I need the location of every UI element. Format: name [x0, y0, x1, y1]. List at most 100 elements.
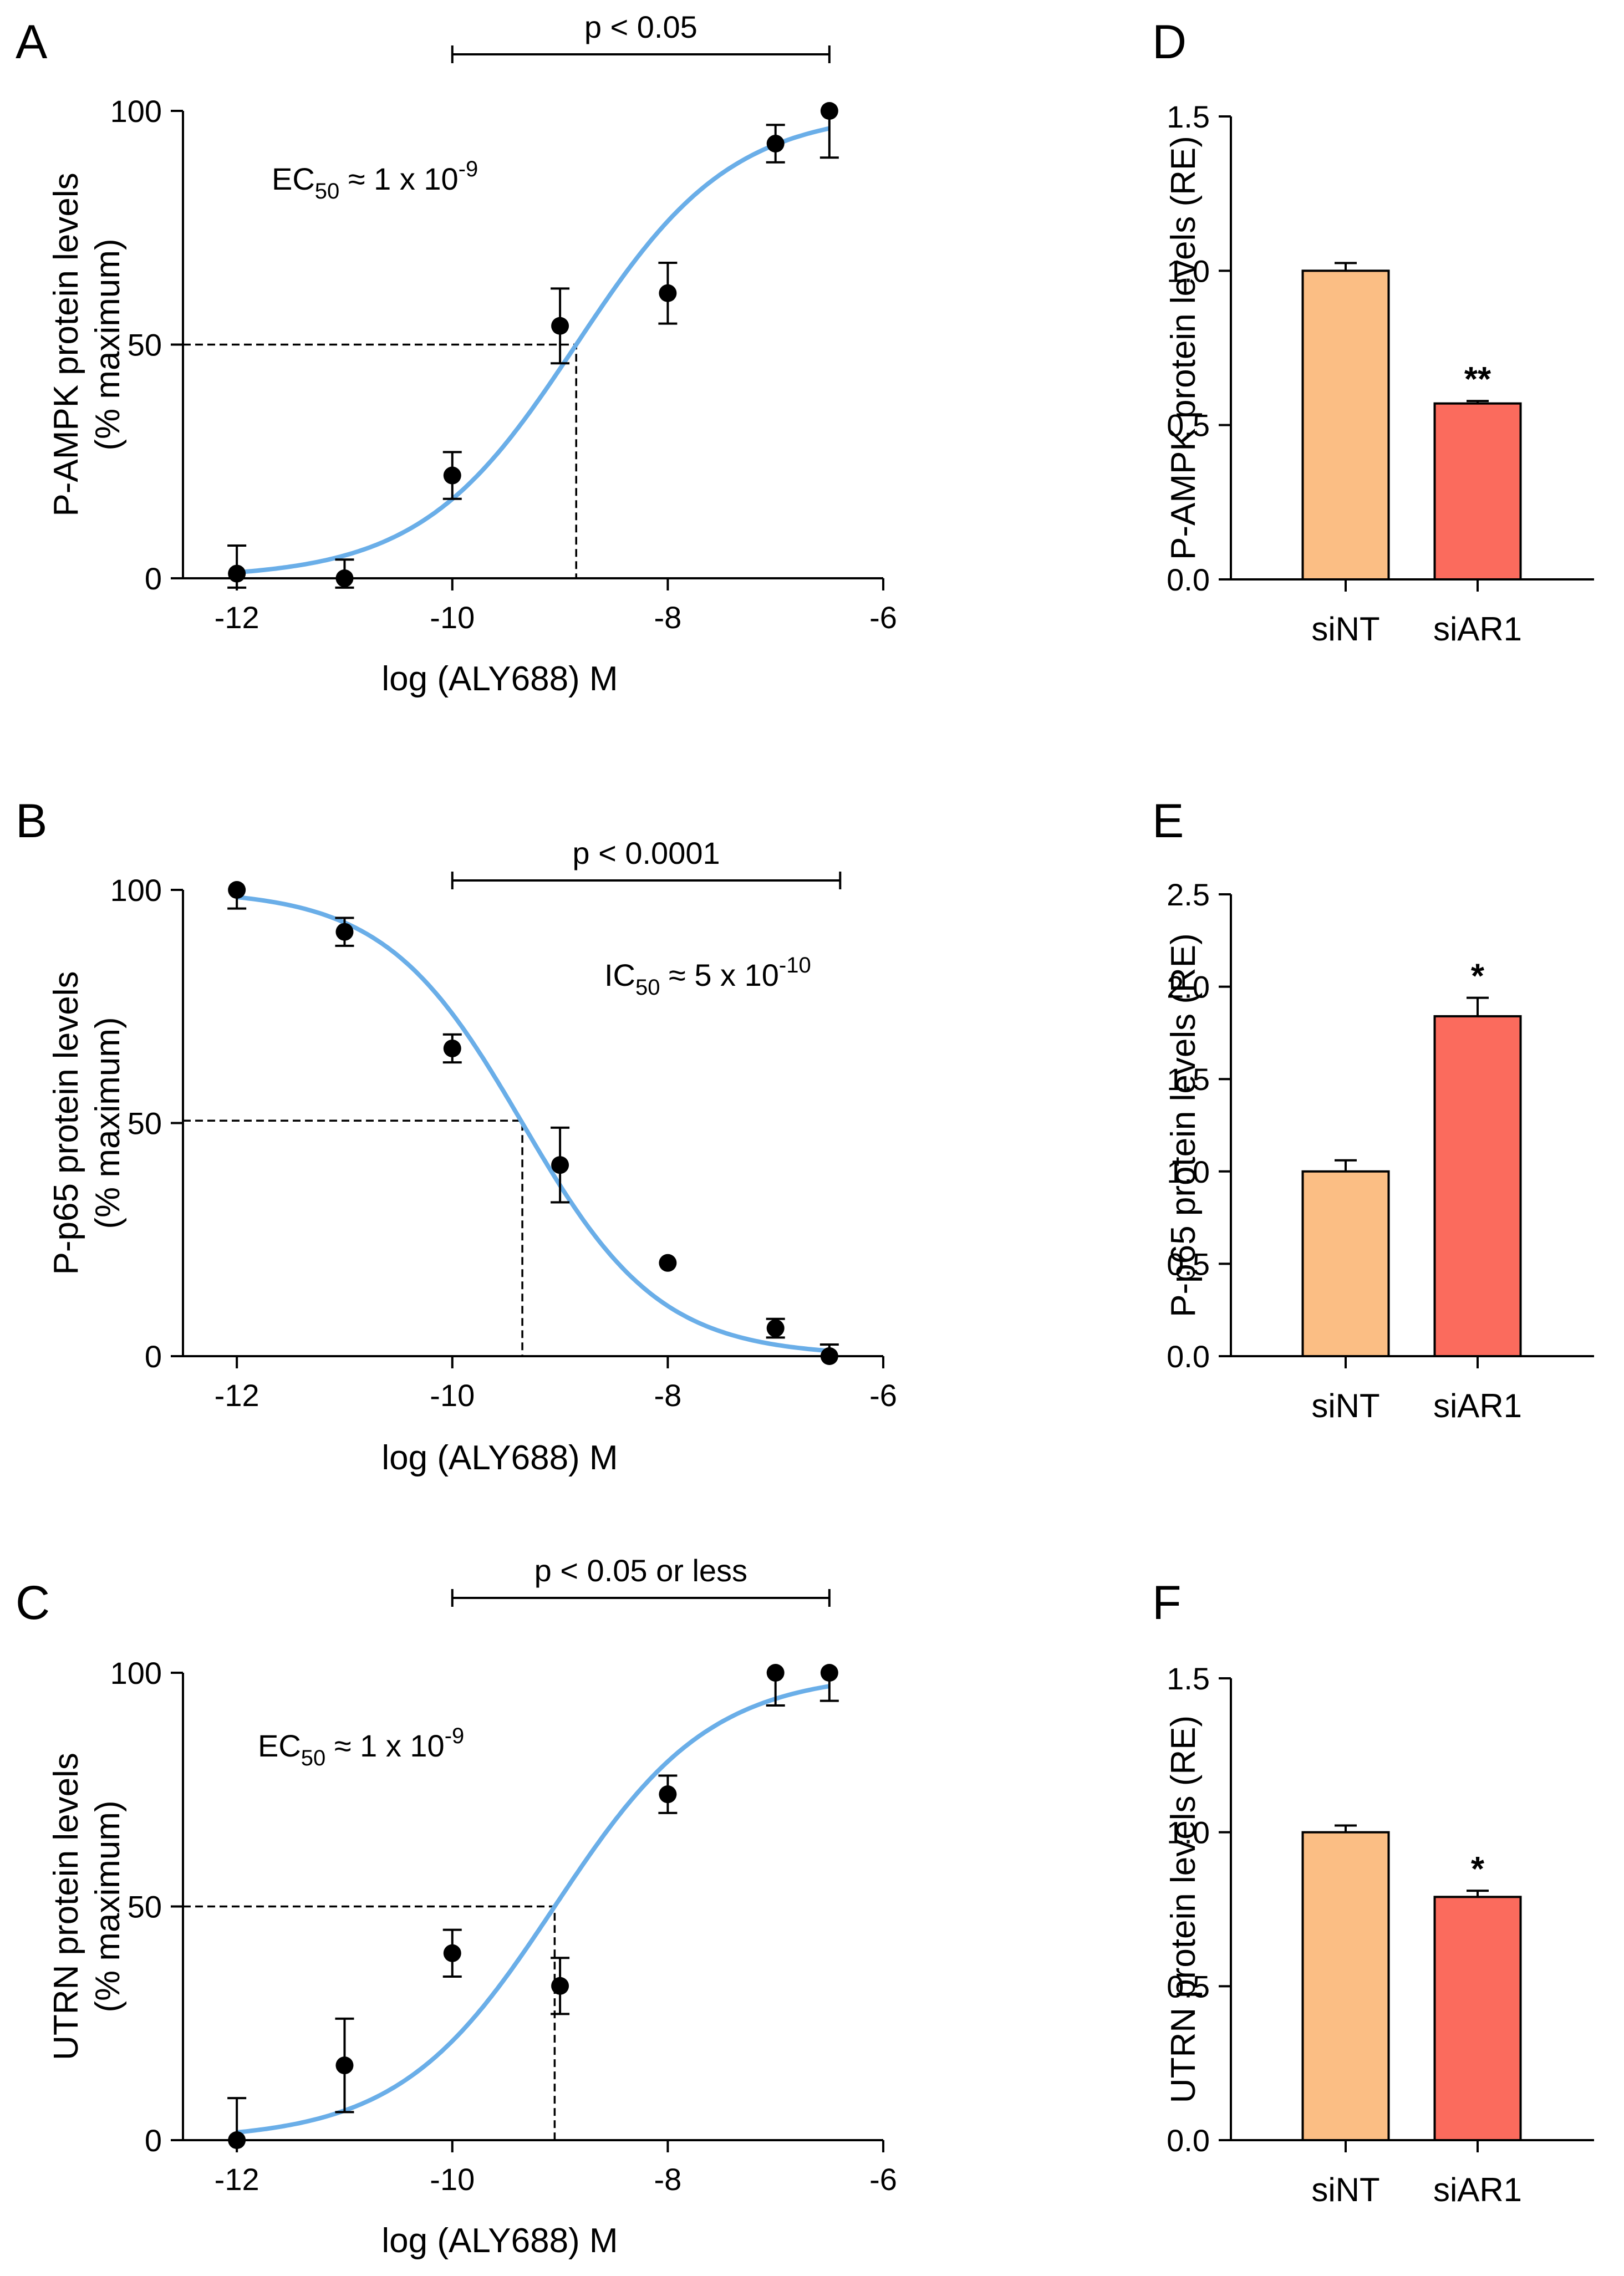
significance-label: p < 0.05: [584, 9, 698, 44]
y-tick-label: 2.0: [1167, 970, 1210, 1005]
panel-letter-f: F: [1152, 1576, 1182, 1630]
fitted-curve: [236, 126, 830, 575]
half-max-reference-line: [183, 1905, 556, 2140]
data-point: [820, 1664, 838, 1682]
x-axis-title: log (ALY688) M: [381, 660, 618, 698]
y-tick-label: 0.5: [1167, 1246, 1210, 1281]
y-tick-label: 1.5: [1167, 1062, 1210, 1097]
panel-letter-d: D: [1152, 16, 1187, 69]
half-max-reference-line: [183, 1119, 523, 1356]
y-tick-label: 100: [110, 94, 162, 129]
y-tick-label: 100: [110, 1656, 162, 1691]
y-tick-label: 0.0: [1167, 562, 1210, 597]
x-tick-label: -12: [215, 1378, 259, 1413]
data-point: [228, 2131, 246, 2149]
x-tick-label: -6: [869, 2162, 897, 2197]
data-point: [443, 466, 461, 485]
panel-d-bar-chart: D 0.0 0.5 1.0 1.5P-AMPK protein levels (RE) s…: [1152, 16, 1594, 648]
x-tick-label: -10: [430, 2162, 475, 2197]
bar-sint: [1301, 269, 1390, 581]
panel-f-bar-chart: F 0.0 0.5 1.0 1.5 UTRN protein levels (RE) siN…: [1152, 1576, 1594, 2208]
panel-letter-a: A: [16, 16, 48, 69]
y-tick-label: 0: [145, 561, 162, 596]
y-tick-label: 1.5: [1167, 1661, 1210, 1696]
data-point: [335, 923, 354, 941]
significance-stars: *: [1471, 958, 1485, 996]
y-axis-title: P-p65 protein levels: [47, 971, 85, 1275]
panel-letter-e: E: [1152, 795, 1184, 848]
category-label: siNT: [1311, 2171, 1379, 2208]
potency-annotation: IC50 ≈ 5 x 10-10: [604, 953, 811, 1000]
data-point: [659, 1254, 677, 1272]
panel-letter-b: B: [16, 795, 47, 848]
data-point: [766, 135, 785, 153]
data-point: [443, 1039, 461, 1057]
data-point: [443, 1944, 461, 1962]
data-point: [551, 1156, 569, 1174]
y-tick-label: 2.5: [1167, 877, 1210, 912]
y-tick-label: 1.5: [1167, 99, 1210, 134]
y-tick-label: 100: [110, 873, 162, 908]
data-point: [820, 102, 838, 120]
y-tick-label: 1.0: [1167, 1815, 1210, 1850]
x-tick-label: -6: [869, 600, 897, 635]
x-tick-label: -12: [215, 600, 259, 635]
y-tick-label: 0: [145, 2123, 162, 2158]
data-point: [766, 1664, 785, 1682]
y-axis-title: P-AMPK protein levels (RE): [1164, 136, 1203, 560]
panel-e-bar-chart: E 0.0 0.5 1.0 1.5 2.0 2.5 P-p65 protein levels …: [1152, 795, 1594, 1424]
bar-siar1: [1433, 1015, 1522, 1357]
significance-stars: *: [1471, 1850, 1485, 1888]
panel-letter-c: C: [16, 1576, 50, 1630]
significance-stars: **: [1464, 360, 1491, 399]
significance-label: p < 0.05 or less: [534, 1553, 747, 1588]
y-axis-title: P-AMPK protein levels: [47, 172, 85, 516]
bar-sint: [1301, 1170, 1390, 1358]
bar-siar1: [1433, 1896, 1522, 2141]
category-label: siAR1: [1433, 2171, 1522, 2208]
fitted-curve: [236, 1684, 830, 2135]
x-tick-label: -8: [654, 600, 681, 635]
x-tick-label: -12: [215, 2162, 259, 2197]
potency-annotation: EC50 ≈ 1 x 10-9: [272, 157, 478, 203]
data-point: [335, 569, 354, 587]
y-axis-title: UTRN protein levels: [47, 1753, 85, 2060]
y-axis-title: P-p65 protein levels (RE): [1164, 933, 1203, 1317]
category-label: siAR1: [1433, 610, 1522, 648]
x-tick-label: -6: [869, 1378, 897, 1413]
category-label: siNT: [1311, 610, 1379, 648]
y-tick-label: 1.0: [1167, 1154, 1210, 1189]
y-tick-label: 0.5: [1167, 1969, 1210, 2004]
x-axis-title: log (ALY688) M: [381, 1439, 618, 1477]
y-tick-label: 0.0: [1167, 1339, 1210, 1374]
x-tick-label: -8: [654, 2162, 681, 2197]
data-point: [551, 317, 569, 335]
y-tick-label: 50: [128, 328, 162, 363]
y-axis-subtitle: (% maximum): [89, 1800, 127, 2012]
y-tick-label: 0.5: [1167, 408, 1210, 443]
data-point: [551, 1977, 569, 1995]
x-tick-label: -10: [430, 600, 475, 635]
data-point: [766, 1319, 785, 1337]
data-point: [820, 1347, 838, 1365]
data-point: [659, 284, 677, 302]
panel-c-dose-response-chart: C 0 50 100 -12 -10 -8 -6 UTRN protein levels (% m…: [16, 1553, 897, 2260]
data-point: [335, 2056, 354, 2075]
panel-b-dose-response-chart: B 0 50 100 -12 -10 -8 -6 P-p65 protein levels (% …: [16, 795, 897, 1477]
category-label: siNT: [1311, 1387, 1379, 1424]
y-axis-title: UTRN protein levels (RE): [1164, 1715, 1203, 2103]
bar-siar1: [1433, 402, 1522, 581]
y-axis-subtitle: (% maximum): [89, 238, 127, 450]
y-tick-label: 1.0: [1167, 253, 1210, 288]
data-point: [228, 881, 246, 899]
y-tick-label: 0: [145, 1339, 162, 1374]
y-tick-label: 50: [128, 1890, 162, 1924]
x-tick-label: -8: [654, 1378, 681, 1413]
y-tick-label: 0.0: [1167, 2123, 1210, 2158]
y-tick-label: 50: [128, 1106, 162, 1141]
potency-annotation: EC50 ≈ 1 x 10-9: [258, 1724, 464, 1770]
panel-a-dose-response-chart: A 0 50 100 -12 -10 -8 -6 P-AMPK protein levels (%…: [16, 9, 897, 698]
category-label: siAR1: [1433, 1387, 1522, 1424]
bar-sint: [1301, 1831, 1390, 2142]
